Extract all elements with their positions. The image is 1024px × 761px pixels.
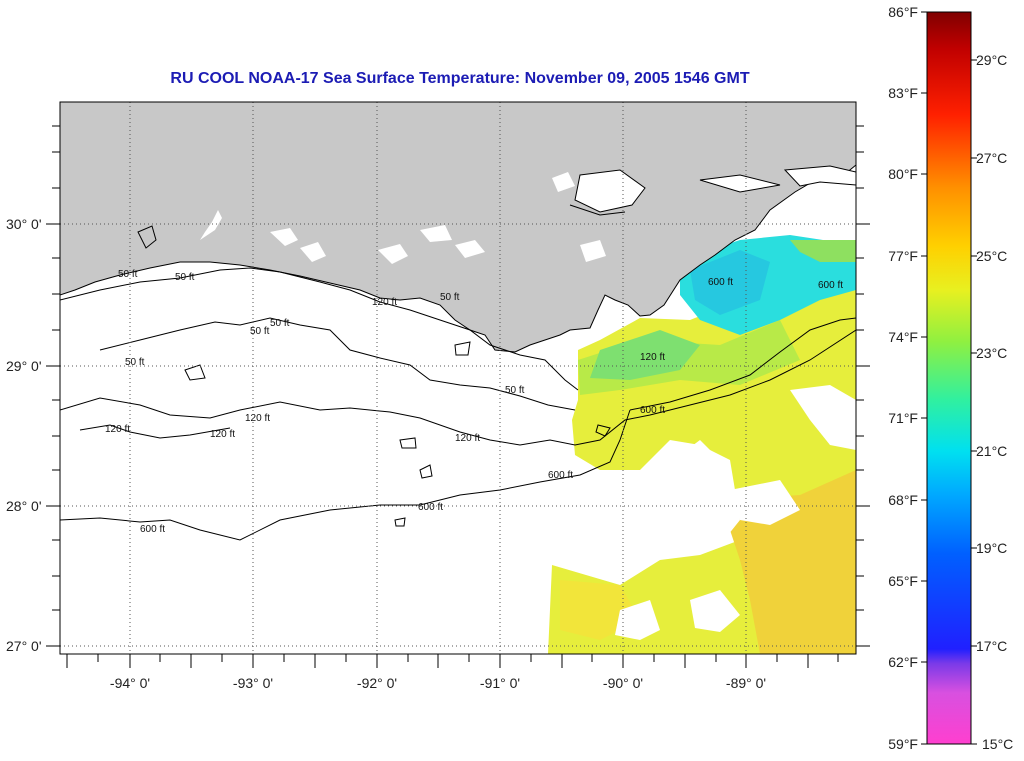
contour-label: 120 ft [455,433,480,444]
lat-label: 29° 0' [6,358,42,374]
colorbar-f-label: 59°F [888,736,918,752]
colorbar-f-label: 65°F [888,573,918,589]
contour-label: 600 ft [140,524,165,535]
contour-label: 50 ft [118,269,138,280]
contour-label: 50 ft [270,318,290,329]
contour-label: 600 ft [548,470,573,481]
colorbar-gradient [926,11,972,745]
sst-data-layer [548,235,856,654]
colorbar-f-label: 86°F [888,4,918,20]
colorbar-f-label: 74°F [888,329,918,345]
contour-label: 120 ft [210,429,235,440]
colorbar-f-label: 71°F [888,410,918,426]
map-title: RU COOL NOAA-17 Sea Surface Temperature:… [170,70,750,87]
contour-600ft-b [629,317,856,411]
contour-50ft [60,267,579,391]
colorbar: 86°F 83°F 80°F 77°F 74°F 71°F 68°F 65°F … [888,4,1013,752]
contour-label: 120 ft [105,424,130,435]
colorbar-f-label: 68°F [888,492,918,508]
colorbar-c-label: 25°C [976,248,1007,264]
lat-label: 27° 0' [6,638,42,654]
colorbar-f-label: 62°F [888,654,918,670]
lat-label: 28° 0' [6,498,42,514]
lon-label: -91° 0' [480,675,520,691]
colorbar-c-label: 21°C [976,443,1007,459]
contour-small-5 [399,437,417,449]
contour-label: 50 ft [505,385,525,396]
lon-label: -90° 0' [603,675,643,691]
lon-label: -92° 0' [357,675,397,691]
colorbar-c-label: 15°C [982,736,1013,752]
contour-labels: 50 ft 50 ft 50 ft 50 ft 50 ft 50 ft 120 … [105,269,843,535]
colorbar-f-label: 83°F [888,85,918,101]
colorbar-c-label: 23°C [976,345,1007,361]
lat-label: 30° 0' [6,216,42,232]
contour-label: 50 ft [175,272,195,283]
colorbar-c-label: 27°C [976,150,1007,166]
contour-label: 50 ft [125,357,145,368]
contour-120ft [60,329,856,446]
contour-lines [60,267,856,541]
contour-label: 600 ft [818,280,843,291]
land-layer [60,102,856,353]
contour-label: 120 ft [245,413,270,424]
contour-600ft [60,409,631,541]
contour-small-4 [454,341,471,356]
map-graticule [60,102,856,654]
contour-small-3 [184,364,206,381]
contour-label: 120 ft [640,352,665,363]
colorbar-ticks [921,11,977,745]
contour-label: 600 ft [640,405,665,416]
contour-small-6 [595,424,611,437]
contour-label: 50 ft [440,292,460,303]
colorbar-f-label: 80°F [888,166,918,182]
contour-label: 50 ft [250,326,270,337]
map-ticks [46,125,870,668]
contour-small-2 [394,517,406,527]
contour-label: 120 ft [372,297,397,308]
contour-label: 600 ft [708,277,733,288]
lon-label: -89° 0' [726,675,766,691]
contour-small-1 [419,464,433,479]
contour-120ft-b [79,424,231,439]
lon-label: -94° 0' [110,675,150,691]
colorbar-f-label: 77°F [888,248,918,264]
colorbar-c-label: 29°C [976,52,1007,68]
lon-label: -93° 0' [233,675,273,691]
colorbar-c-label: 19°C [976,540,1007,556]
contour-label: 600 ft [418,502,443,513]
colorbar-c-label: 17°C [976,638,1007,654]
